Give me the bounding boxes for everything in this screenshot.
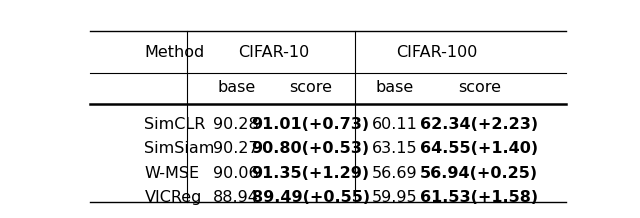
Text: 90.27: 90.27 — [213, 141, 259, 156]
Text: 90.80(+0.53): 90.80(+0.53) — [252, 141, 370, 156]
Text: Method: Method — [145, 45, 205, 60]
Text: 61.53(+1.58): 61.53(+1.58) — [420, 190, 538, 205]
Text: 91.35(+1.29): 91.35(+1.29) — [252, 165, 370, 181]
Text: 63.15: 63.15 — [372, 141, 418, 156]
Text: SimCLR: SimCLR — [145, 117, 206, 132]
Text: 60.11: 60.11 — [372, 117, 418, 132]
Text: 88.94: 88.94 — [213, 190, 259, 205]
Text: base: base — [376, 80, 414, 95]
Text: 90.28: 90.28 — [213, 117, 259, 132]
Text: 90.06: 90.06 — [213, 165, 259, 181]
Text: VICReg: VICReg — [145, 190, 202, 205]
Text: 89.49(+0.55): 89.49(+0.55) — [252, 190, 370, 205]
Text: score: score — [289, 80, 332, 95]
Text: base: base — [217, 80, 255, 95]
Text: W-MSE: W-MSE — [145, 165, 200, 181]
Text: score: score — [458, 80, 500, 95]
Text: 91.01(+0.73): 91.01(+0.73) — [252, 117, 370, 132]
Text: 59.95: 59.95 — [372, 190, 418, 205]
Text: 62.34(+2.23): 62.34(+2.23) — [420, 117, 538, 132]
Text: 56.94(+0.25): 56.94(+0.25) — [420, 165, 538, 181]
Text: 56.69: 56.69 — [372, 165, 418, 181]
Text: CIFAR-100: CIFAR-100 — [396, 45, 478, 60]
Text: SimSiam: SimSiam — [145, 141, 215, 156]
Text: 64.55(+1.40): 64.55(+1.40) — [420, 141, 538, 156]
Text: CIFAR-10: CIFAR-10 — [238, 45, 309, 60]
